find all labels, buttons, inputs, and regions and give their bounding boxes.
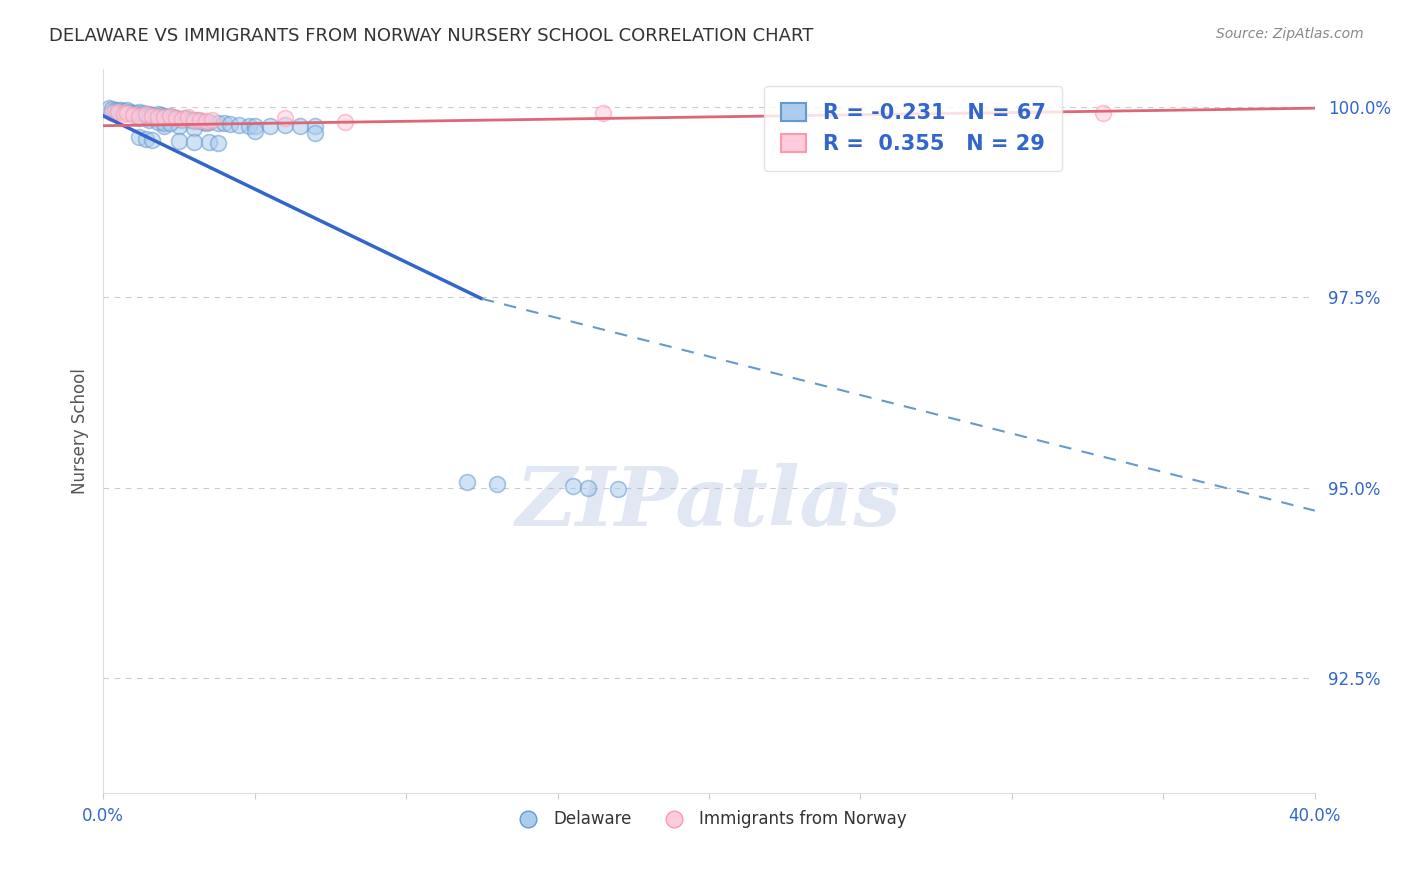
Point <box>117 105 139 120</box>
Point <box>170 112 193 127</box>
Point <box>141 108 163 122</box>
Point <box>138 113 160 128</box>
Point <box>186 113 208 128</box>
Point <box>259 119 281 133</box>
Point <box>156 110 179 124</box>
Point <box>198 136 221 150</box>
Point <box>131 105 153 120</box>
Point <box>335 115 357 129</box>
Point <box>152 115 174 129</box>
Point <box>243 120 266 134</box>
Point <box>122 108 145 122</box>
Point <box>456 475 478 489</box>
Point <box>183 114 205 128</box>
Point <box>162 111 184 125</box>
Point <box>207 136 229 151</box>
Text: DELAWARE VS IMMIGRANTS FROM NORWAY NURSERY SCHOOL CORRELATION CHART: DELAWARE VS IMMIGRANTS FROM NORWAY NURSE… <box>49 27 814 45</box>
Point <box>138 107 160 121</box>
Point <box>128 109 150 123</box>
Text: ZIPatlas: ZIPatlas <box>516 463 901 543</box>
Point <box>167 134 190 148</box>
Point <box>165 111 187 125</box>
Point <box>112 104 135 119</box>
Point <box>107 103 129 118</box>
Point <box>110 103 132 118</box>
Point <box>304 119 326 133</box>
Point <box>789 107 811 121</box>
Point <box>104 103 127 117</box>
Y-axis label: Nursery School: Nursery School <box>72 368 89 493</box>
Point <box>167 112 190 126</box>
Point <box>274 111 297 125</box>
Point <box>485 477 508 491</box>
Point <box>238 119 260 133</box>
Point <box>135 131 157 145</box>
Point <box>128 105 150 120</box>
Point <box>146 115 169 129</box>
Point <box>188 114 211 128</box>
Point <box>170 112 193 126</box>
Point <box>146 107 169 121</box>
Point <box>207 115 229 129</box>
Point <box>141 133 163 147</box>
Point <box>112 107 135 121</box>
Point <box>159 109 181 123</box>
Point <box>128 111 150 125</box>
Point <box>98 101 121 115</box>
Point <box>201 113 224 128</box>
Point <box>288 120 311 134</box>
Point <box>214 116 236 130</box>
Point <box>1091 105 1114 120</box>
Point <box>107 105 129 120</box>
Point <box>188 113 211 128</box>
Point <box>183 120 205 135</box>
Point <box>125 106 148 120</box>
Point <box>149 108 172 122</box>
Point <box>101 102 124 116</box>
Point <box>592 105 614 120</box>
Point <box>183 112 205 127</box>
Point <box>159 116 181 130</box>
Point <box>177 112 200 126</box>
Point <box>243 124 266 138</box>
Point <box>152 111 174 125</box>
Point <box>167 120 190 134</box>
Point <box>146 110 169 124</box>
Point <box>183 135 205 149</box>
Point <box>143 109 166 123</box>
Point <box>576 481 599 495</box>
Point <box>135 107 157 121</box>
Point <box>177 111 200 125</box>
Point <box>152 119 174 133</box>
Point <box>152 109 174 123</box>
Point <box>141 109 163 123</box>
Point <box>122 105 145 120</box>
Text: Source: ZipAtlas.com: Source: ZipAtlas.com <box>1216 27 1364 41</box>
Point <box>304 126 326 140</box>
Point <box>128 130 150 145</box>
Point <box>561 479 583 493</box>
Point <box>219 117 242 131</box>
Point <box>117 103 139 118</box>
Point <box>165 111 187 125</box>
Point <box>607 483 630 497</box>
Point <box>120 105 142 120</box>
Point <box>101 105 124 120</box>
Point <box>274 118 297 132</box>
Legend: Delaware, Immigrants from Norway: Delaware, Immigrants from Norway <box>505 804 912 835</box>
Point <box>191 115 214 129</box>
Point <box>198 115 221 129</box>
Point <box>195 115 218 129</box>
Point <box>228 118 250 132</box>
Point <box>195 114 218 128</box>
Point <box>174 111 197 125</box>
Point <box>180 113 202 128</box>
Point <box>135 107 157 121</box>
Point <box>159 109 181 123</box>
